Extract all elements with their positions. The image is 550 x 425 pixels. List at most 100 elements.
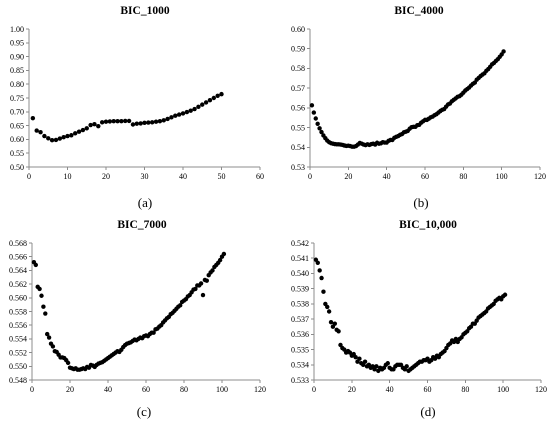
data-point xyxy=(169,115,174,120)
data-point xyxy=(326,309,332,314)
y-tick-label: 0.70 xyxy=(10,108,24,117)
panel-caption: (b) xyxy=(413,195,428,210)
x-tick-label: 40 xyxy=(386,385,394,394)
data-point xyxy=(80,127,86,133)
data-point xyxy=(38,130,43,135)
y-tick-label: 0.562 xyxy=(9,280,27,289)
data-point xyxy=(69,133,74,138)
data-point xyxy=(319,129,324,135)
data-point xyxy=(134,121,139,126)
data-point xyxy=(88,122,93,128)
chart-marks xyxy=(313,257,508,374)
data-point xyxy=(57,136,62,141)
data-point xyxy=(111,118,116,124)
y-tick-label: 0.556 xyxy=(9,321,27,330)
data-point xyxy=(130,122,136,127)
y-tick-label: 0.60 xyxy=(291,25,305,34)
data-point xyxy=(151,330,156,335)
x-tick-label: 20 xyxy=(66,385,74,394)
y-tick-label: 0.536 xyxy=(291,330,309,339)
x-tick-label: 40 xyxy=(179,172,187,181)
data-point xyxy=(203,100,209,105)
y-tick-label: 0.65 xyxy=(10,121,24,130)
x-tick-label: 40 xyxy=(383,172,391,181)
data-point xyxy=(176,112,182,117)
y-tick-label: 0.533 xyxy=(291,376,309,385)
data-point xyxy=(357,356,362,361)
data-point xyxy=(217,257,223,263)
x-tick-label: 20 xyxy=(348,385,356,394)
data-point xyxy=(188,108,193,113)
data-point xyxy=(184,109,190,115)
panel-caption: (a) xyxy=(138,195,152,210)
chart-marks xyxy=(30,91,224,143)
y-tick-label: 0.560 xyxy=(9,294,27,303)
x-tick-label: 60 xyxy=(424,385,432,394)
data-point xyxy=(404,364,409,369)
data-point xyxy=(39,293,44,298)
data-point xyxy=(46,136,51,141)
y-tick-label: 0.548 xyxy=(9,376,27,385)
x-tick-label: 50 xyxy=(218,172,226,181)
data-point xyxy=(210,268,215,273)
y-tick-label: 0.53 xyxy=(291,163,305,172)
x-tick-label: 30 xyxy=(141,172,149,181)
data-point xyxy=(65,360,71,366)
data-point xyxy=(204,278,209,283)
data-point xyxy=(178,303,183,308)
data-point xyxy=(103,119,109,124)
data-point xyxy=(46,335,52,340)
y-tick-label: 0.534 xyxy=(291,361,309,370)
chart-marks xyxy=(309,49,506,149)
x-tick-label: 100 xyxy=(496,172,508,181)
chart-axes: 0.53 0.54 0.55 0.56 0.57 0.58 0.59 0.60 0 20 40 60 8… xyxy=(291,25,546,181)
chart-title: BIC_7000 xyxy=(117,219,166,231)
data-point xyxy=(313,116,318,121)
data-point xyxy=(309,103,315,108)
y-tick-label: 0.56 xyxy=(291,104,305,113)
data-point xyxy=(138,121,143,126)
x-tick-label: 0 xyxy=(30,385,34,394)
y-tick-label: 0.75 xyxy=(10,94,24,103)
chart-panel-c: BIC_7000 0.5480.5500.5520.5540.5560.5580… xyxy=(9,219,266,419)
x-tick-label: 10 xyxy=(64,172,72,181)
data-point xyxy=(165,116,170,122)
data-point xyxy=(45,331,50,337)
data-point xyxy=(96,123,101,129)
data-point xyxy=(34,128,39,133)
y-tick-label: 1.00 xyxy=(10,25,24,34)
y-tick-label: 0.540 xyxy=(291,269,309,278)
data-point xyxy=(50,344,56,349)
data-point xyxy=(49,138,55,143)
data-point xyxy=(211,95,216,101)
data-point xyxy=(150,120,155,125)
data-point xyxy=(37,286,42,292)
y-tick-label: 0.80 xyxy=(10,80,24,89)
x-tick-label: 80 xyxy=(459,172,467,181)
x-tick-label: 60 xyxy=(421,172,429,181)
data-point xyxy=(30,115,36,121)
y-tick-label: 0.566 xyxy=(9,253,27,262)
data-point xyxy=(325,304,330,310)
data-point xyxy=(142,120,147,126)
y-tick-label: 0.535 xyxy=(291,345,309,354)
chart-panel-b: BIC_4000 0.53 0.54 0.55 0.56 0.57 0.58 0.59 0.6… xyxy=(291,5,546,210)
data-point xyxy=(374,364,379,369)
data-point xyxy=(192,106,197,112)
x-tick-label: 0 xyxy=(308,172,312,181)
y-tick-label: 0.60 xyxy=(10,135,24,144)
x-tick-label: 0 xyxy=(312,385,316,394)
x-tick-label: 60 xyxy=(142,385,150,394)
data-point xyxy=(65,133,70,139)
chart-title: BIC_10,000 xyxy=(399,219,457,231)
panel-caption: (d) xyxy=(420,404,435,419)
data-point xyxy=(317,126,322,131)
data-point xyxy=(61,134,66,140)
y-tick-label: 0.55 xyxy=(291,123,305,132)
x-tick-label: 80 xyxy=(180,385,188,394)
data-point xyxy=(501,49,506,54)
data-point xyxy=(200,102,205,107)
data-point xyxy=(315,121,320,127)
data-point xyxy=(33,262,38,268)
chart-panel-d: BIC_10,000 0.5330.5340.5350.5360.5370.53… xyxy=(291,219,547,419)
